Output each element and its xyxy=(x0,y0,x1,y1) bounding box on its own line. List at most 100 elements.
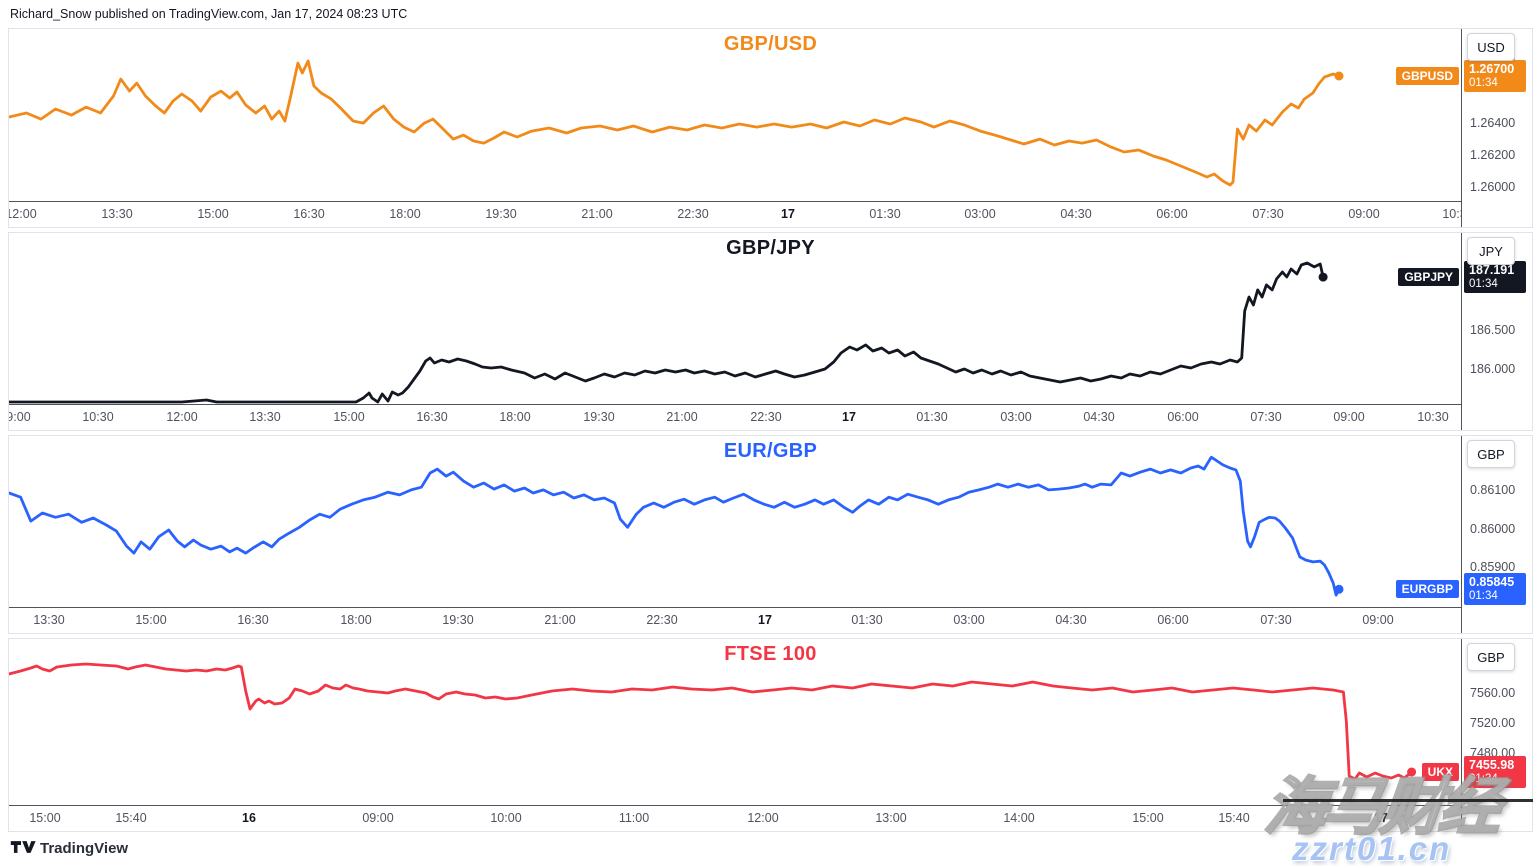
time-axis-label: 17 xyxy=(781,207,795,221)
time-axis-label: 15:00 xyxy=(1132,811,1164,825)
time-axis-label: 09:00 xyxy=(362,811,394,825)
time-axis-gbpjpy[interactable]: 09:00 10:30 12:00 13:30 15:00 16:30 18:00 19:30… xyxy=(9,404,1461,430)
time-axis-label: 22:30 xyxy=(646,613,678,627)
time-axis-label: 01:30 xyxy=(916,410,948,424)
time-axis-ukx[interactable]: 15:00 15:40 16 09:00 10:00 11:00 12:00 13:00 14:… xyxy=(9,805,1461,831)
time-axis-label: 06:00 xyxy=(1167,410,1199,424)
price-axis-label: 1.26400 xyxy=(1470,116,1516,131)
publish-info: Richard_Snow published on TradingView.co… xyxy=(10,7,408,21)
currency-toggle-button-eurgbp[interactable]: GBP xyxy=(1467,440,1515,468)
time-axis-label: 15:00 xyxy=(197,207,229,221)
time-axis-label: 03:00 xyxy=(953,613,985,627)
time-axis-label: 19:30 xyxy=(583,410,615,424)
price-axis-eurgbp[interactable]: 0.86100 0.86000 0.85900 0.85845 01:34 GBP xyxy=(1461,436,1532,633)
time-axis-label: 13:30 xyxy=(33,613,65,627)
time-axis-gbpusd[interactable]: 12:00 13:30 15:00 16:30 18:00 19:30 21:00 22:30… xyxy=(9,201,1461,227)
time-axis-label: 09:00 xyxy=(1348,207,1380,221)
price-axis-label: 0.85900 xyxy=(1470,560,1516,575)
chart-panel-gbpusd: GBP/USDGBPUSD1.268001.264001.262001.2600… xyxy=(8,28,1533,228)
chart-panel-eurgbp: EUR/GBP EURGBP 0.86100 0.86000 0.85900 0.8584… xyxy=(8,435,1533,634)
currency-toggle-button-gbpusd[interactable]: USD xyxy=(1467,33,1515,61)
time-axis-label: 16 xyxy=(242,811,256,825)
time-axis-label: 13:30 xyxy=(249,410,281,424)
symbol-tag-eurgbp: EURGBP xyxy=(1395,580,1459,599)
plot-area-ukx xyxy=(9,639,1461,806)
last-price-dot xyxy=(1407,767,1417,777)
time-axis-label: 18:00 xyxy=(340,613,372,627)
price-axis-label: 1.26000 xyxy=(1470,180,1516,195)
time-axis-label: 15:00 xyxy=(333,410,365,424)
plot-area-eurgbp xyxy=(9,436,1461,608)
time-axis-label: 22:30 xyxy=(750,410,782,424)
time-axis-label: 16:30 xyxy=(293,207,325,221)
symbol-tag-gbpusd: GBPUSD xyxy=(1395,67,1459,86)
time-axis-label: 15:00 xyxy=(135,613,167,627)
time-axis-label: 09:00 xyxy=(1333,410,1365,424)
price-axis-gbpusd[interactable]: 1.268001.264001.262001.260001.2670001:34… xyxy=(1461,29,1532,227)
time-axis-eurgbp[interactable]: 13:30 15:00 16:30 18:00 19:30 21:00 22:30 17 01:… xyxy=(9,607,1461,633)
time-axis-label: 13:30 xyxy=(101,207,133,221)
time-axis-label: 18:00 xyxy=(499,410,531,424)
chart-panel-gbpjpy: GBP/JPY GBPJPY 186.500 186.000 187.191 01:34 J… xyxy=(8,232,1533,431)
countdown-timer: 01:34 xyxy=(1469,77,1498,90)
time-axis-label: 06:00 xyxy=(1156,207,1188,221)
currency-toggle-button-gbpjpy[interactable]: JPY xyxy=(1467,237,1515,265)
tradingview-brand[interactable]: TradingView xyxy=(40,840,129,857)
time-axis-label: 19:30 xyxy=(485,207,517,221)
countdown-timer: 01:34 xyxy=(1469,773,1498,785)
time-axis-label: 04:30 xyxy=(1083,410,1115,424)
time-axis-label: 16:30 xyxy=(237,613,269,627)
last-price-box-gbpjpy: 187.191 01:34 xyxy=(1464,261,1526,294)
tradingview-logo-icon[interactable] xyxy=(10,839,36,860)
countdown-timer: 01:34 xyxy=(1469,590,1498,603)
time-axis-label: 09:00 xyxy=(1362,613,1394,627)
price-line-eurgbp xyxy=(9,455,1344,597)
time-axis-label: 17 xyxy=(758,613,772,627)
time-axis-label: 10:30 xyxy=(1417,410,1449,424)
time-axis-label: 15:00 xyxy=(29,811,61,825)
price-axis-label: 7520.00 xyxy=(1470,715,1516,730)
last-price-value: 7455.98 xyxy=(1469,758,1515,772)
last-price-dot xyxy=(1334,71,1344,81)
price-axis-label: 0.86000 xyxy=(1470,521,1516,536)
symbol-tag-ukx: UKX xyxy=(1421,763,1459,781)
price-line-gbpjpy xyxy=(9,261,1328,404)
last-price-dot xyxy=(1334,584,1344,594)
time-axis-label: 12:00 xyxy=(9,207,37,221)
price-axis-label: 0.86100 xyxy=(1470,483,1516,498)
time-axis-label: 21:00 xyxy=(544,613,576,627)
price-axis-label: 1.26200 xyxy=(1470,148,1516,163)
time-axis-label: 11:00 xyxy=(618,811,650,825)
plot-area-gbpjpy xyxy=(9,233,1461,405)
price-line-ukx xyxy=(9,662,1417,781)
currency-toggle-button-ukx[interactable]: GBP xyxy=(1467,643,1515,671)
time-axis-label: 01:30 xyxy=(851,613,883,627)
price-axis-label: 186.500 xyxy=(1470,322,1516,337)
price-axis-gbpjpy[interactable]: 186.500 186.000 187.191 01:34 JPY xyxy=(1461,233,1532,430)
time-axis-label: 06:00 xyxy=(1157,613,1189,627)
time-axis-label: 07:30 xyxy=(1260,613,1292,627)
time-axis-label: 19:30 xyxy=(442,613,474,627)
time-axis-label: 10:00 xyxy=(490,811,522,825)
time-axis-label: 14:00 xyxy=(1003,811,1035,825)
last-price-value: 0.85845 xyxy=(1469,575,1515,590)
time-axis-label: 22:30 xyxy=(677,207,709,221)
time-axis-label: 16:30 xyxy=(416,410,448,424)
time-axis-label: 12:00 xyxy=(166,410,198,424)
chart-panel-ukx: FTSE 100 UKX 7560.00 7520.00 7480.00 7455.98 0… xyxy=(8,638,1533,832)
time-axis-label: 09:00 xyxy=(9,410,31,424)
time-axis-label: 04:30 xyxy=(1060,207,1092,221)
header-bar: Richard_Snow published on TradingView.co… xyxy=(0,0,1533,28)
time-axis-label: 18:00 xyxy=(389,207,421,221)
last-price-box-ukx: 7455.98 01:34 xyxy=(1464,756,1526,788)
time-axis-label: 15:40 xyxy=(115,811,147,825)
time-axis-label: 17 xyxy=(1374,811,1388,825)
price-axis-label: 186.000 xyxy=(1470,361,1516,376)
price-axis-ukx[interactable]: 7560.00 7520.00 7480.00 7455.98 01:34 GBP xyxy=(1461,639,1532,831)
time-axis-label: 03:00 xyxy=(964,207,996,221)
time-axis-label: 10:30 xyxy=(82,410,114,424)
time-axis-label: 01:30 xyxy=(869,207,901,221)
time-axis-label: 15:40 xyxy=(1218,811,1250,825)
price-axis-label: 7560.00 xyxy=(1470,685,1516,700)
